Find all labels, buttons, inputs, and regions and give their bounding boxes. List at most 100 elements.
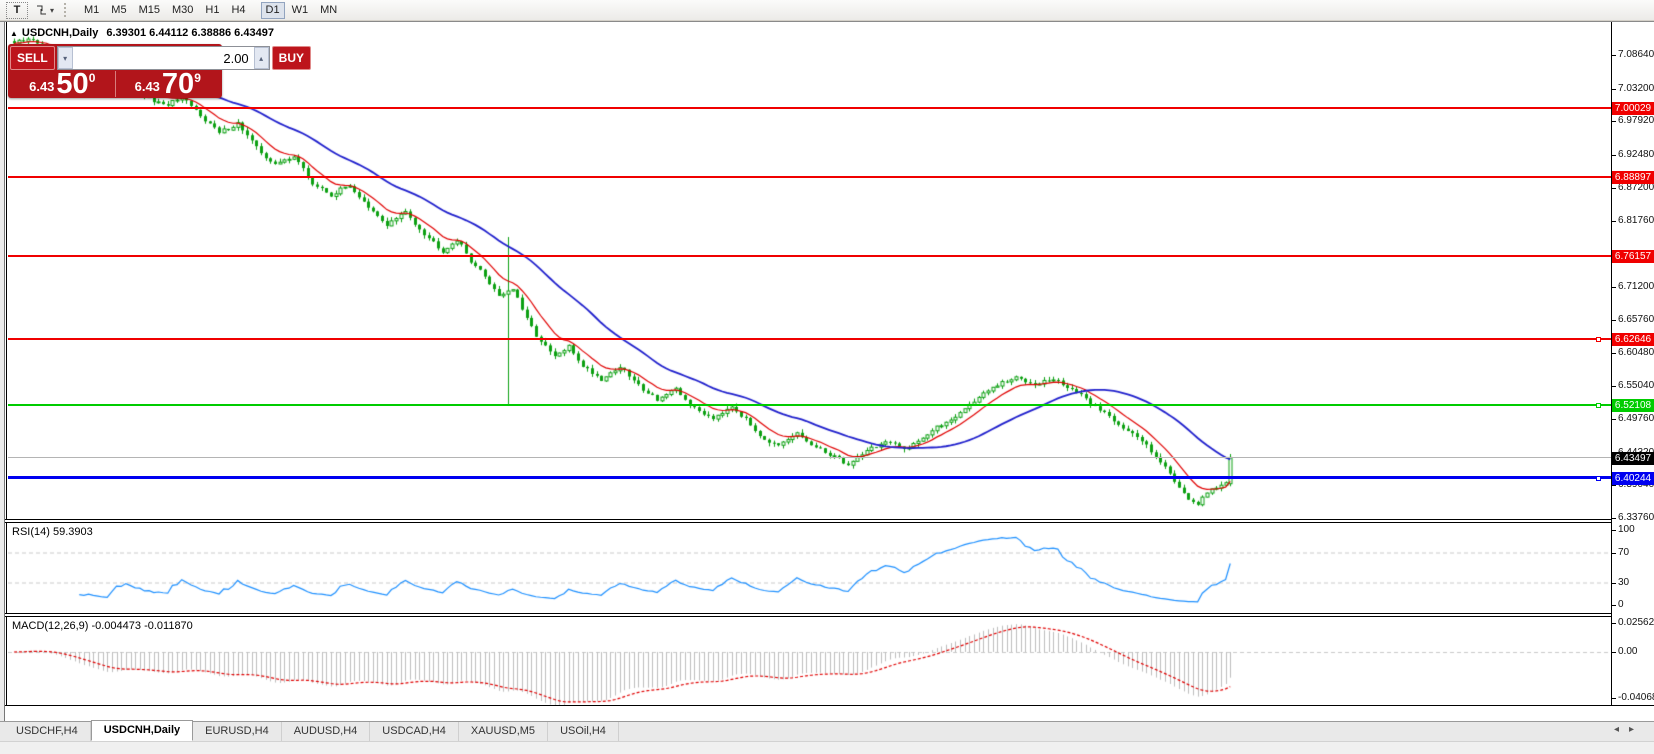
chart-tab-xauusd[interactable]: XAUUSD,M5 [459,722,549,741]
sell-price-pips: 50 [56,68,89,100]
rsi-canvas[interactable] [8,524,1611,613]
current-price-tag: 6.43497 [1612,451,1654,465]
chart-tab-usdchf[interactable]: USDCHF,H4 [4,722,91,741]
sell-price-point: 0 [88,71,96,85]
volume-input[interactable] [72,47,254,69]
timeframe-button-m30[interactable]: M30 [167,2,198,19]
timeframe-button-h1[interactable]: H1 [200,2,224,19]
chart-tab-audusd[interactable]: AUDUSD,H4 [282,722,371,741]
arrange-charts-button[interactable]: ▾ [30,2,59,19]
rsi-tick-label: 100 [1618,524,1635,535]
timeframe-button-m1[interactable]: M1 [79,2,104,19]
arrange-charts-icon [37,5,46,15]
toolbar: T ▾ M1 M5 M15 M30 H1 H4 D1 W1 MN [0,0,1654,21]
current-price-line [8,457,1611,459]
price-tick-label: 6.97920 [1618,115,1654,127]
sell-price-prefix: 6.43 [29,79,55,94]
price-tick-label: 6.92480 [1618,148,1654,160]
level-price-tag: 7.00029 [1612,102,1654,116]
timeframe-button-mn[interactable]: MN [315,2,342,19]
level-price-tag: 6.40244 [1612,471,1654,485]
macd-tick-mark [1612,623,1616,624]
chart-symbol-period: USDCNH,Daily [21,27,99,39]
toolbar-grip[interactable] [64,3,72,17]
price-tick-mark [1612,419,1616,421]
rsi-tick-label: 0 [1618,599,1624,610]
sell-price[interactable]: 6.43 50 0 [10,68,116,100]
price-tick-label: 6.87200 [1618,181,1654,193]
buy-button[interactable]: BUY [271,46,312,70]
collapse-arrow-icon[interactable]: ▲ [10,29,18,38]
tab-scroll-right-icon[interactable]: ▸ [1628,724,1644,735]
plot-left-border [6,22,7,705]
macd-tick-label: 0.00 [1618,646,1638,657]
sell-button[interactable]: SELL [10,46,55,70]
price-tick-mark [1612,386,1616,388]
volume-increase-icon[interactable]: ▴ [253,47,269,69]
window-left-margin [0,22,4,754]
price-tick-mark [1612,187,1616,189]
price-axis[interactable] [1612,22,1654,705]
level-price-tag: 6.88897 [1612,171,1654,185]
volume-decrease-icon[interactable]: ▾ [57,47,73,69]
level-price-tag: 6.62646 [1612,333,1654,347]
rsi-tick-mark [1612,552,1616,554]
price-level-line[interactable] [8,254,1611,257]
level-endpoint-marker[interactable] [1596,402,1601,408]
price-tick-label: 7.08640 [1618,49,1654,60]
price-tick-label: 6.55040 [1618,380,1654,392]
price-tick-mark [1612,121,1616,123]
dropdown-caret-icon: ▾ [50,5,55,15]
chart-title: ▲ USDCNH,Daily 6.39301 6.44112 6.38886 6.4… [10,27,274,39]
chart-window-border [0,21,1654,22]
macd-canvas[interactable] [8,617,1611,705]
tab-scroll-left-icon[interactable]: ◂ [1613,724,1629,735]
panel-separator [5,705,1654,706]
buy-price-pips: 70 [161,68,195,100]
panel-separator[interactable] [5,613,1654,617]
price-chart-canvas[interactable] [8,24,1611,518]
macd-tick-label: 0.025623 [1618,617,1654,628]
timeframe-button-d1[interactable]: D1 [260,1,285,19]
timeframe-button-h4[interactable]: H4 [226,2,250,19]
price-tick-label: 6.81760 [1618,215,1654,227]
rsi-label: RSI(14) 59.3903 [12,526,93,538]
status-strip [0,741,1654,754]
chart-tab-usdcad[interactable]: USDCAD,H4 [370,722,459,741]
text-tool-button[interactable]: T [6,1,28,19]
time-axis[interactable]: 9 Jun 202027 Jun 202016 Jul 20204 Aug 20… [5,706,1654,721]
panel-separator[interactable] [5,519,1654,523]
timeframe-button-m15[interactable]: M15 [134,2,165,19]
chart-tab-usoil[interactable]: USOil,H4 [548,722,619,741]
price-tick-label: 6.49760 [1618,413,1654,425]
timeframe-button-m5[interactable]: M5 [106,2,131,19]
chart-tab-usdcnh[interactable]: USDCNH,Daily [90,720,194,741]
price-level-line[interactable] [8,338,1611,341]
price-tick-mark [1612,320,1616,322]
price-level-line[interactable] [8,476,1611,480]
price-tick-mark [1612,286,1616,288]
timeframe-button-w1[interactable]: W1 [287,2,314,19]
price-tick-mark [1612,352,1616,354]
buy-price-point: 9 [194,71,201,85]
timeframe-button-group: M1 M5 M15 M30 H1 H4 D1 W1 MN [78,1,343,19]
buy-price[interactable]: 6.43 70 9 [116,68,221,100]
price-level-line[interactable] [8,107,1611,110]
price-tick-label: 6.33760 [1618,512,1654,523]
rsi-tick-mark [1612,605,1616,606]
chart-tab-eurusd[interactable]: EURUSD,H4 [193,722,282,741]
level-price-tag: 6.52108 [1612,398,1654,412]
level-endpoint-marker[interactable] [1596,475,1601,481]
macd-tick-mark [1612,698,1616,700]
price-level-line[interactable] [8,403,1611,406]
price-level-line[interactable] [8,176,1611,179]
price-tick-label: 7.03200 [1618,82,1654,94]
level-endpoint-marker[interactable] [1596,337,1601,343]
rsi-tick-label: 70 [1618,546,1630,558]
rsi-tick-mark [1612,582,1616,584]
rsi-tick-label: 30 [1618,576,1630,588]
macd-tick-mark [1612,652,1616,653]
macd-tick-label: -0.040687 [1618,692,1654,704]
volume-spinner: ▾ ▴ [56,46,270,70]
